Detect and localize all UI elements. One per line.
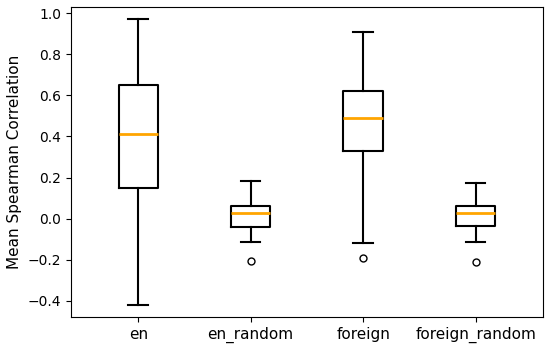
Y-axis label: Mean Spearman Correlation: Mean Spearman Correlation — [7, 55, 22, 269]
